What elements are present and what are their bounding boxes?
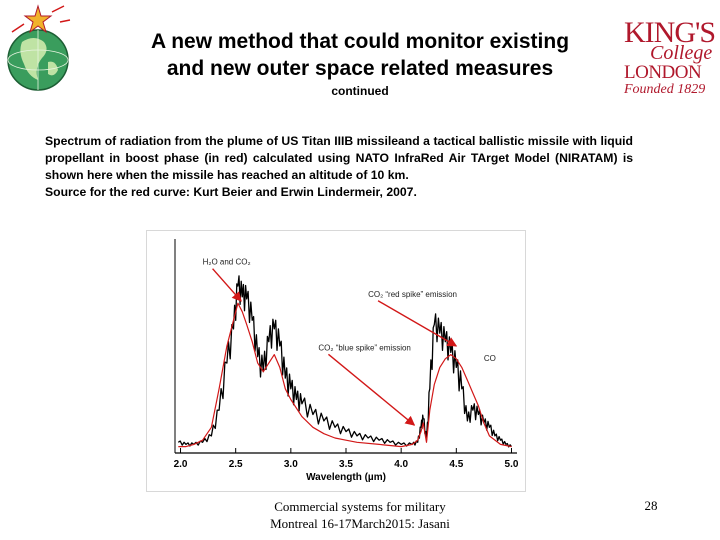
annotation-label: CO₂ “blue spike” emission: [318, 343, 410, 352]
annotation-arrow: [212, 268, 242, 302]
annotation-label: H₂O and CO₂: [203, 258, 251, 267]
footer-line-1: Commercial systems for military: [274, 499, 446, 514]
x-tick-label: 5.0: [505, 459, 519, 470]
x-tick-label: 2.0: [174, 459, 188, 470]
slide-subtitle: continued: [331, 84, 389, 98]
x-axis-label: Wavelength (µm): [306, 472, 386, 483]
spectrum-chart: 2.0 2.5 3.0 3.5 4.0 4.5 5.0 Wavelength (µm) H₂O …: [174, 239, 519, 483]
title-line-2: and new outer space related measures: [166, 57, 554, 80]
source-line: Source for the red curve: Kurt Beier and…: [45, 185, 417, 199]
kings-college-logo: KING'S College LONDON Founded 1829: [624, 16, 716, 100]
spectrum-chart-frame: 2.0 2.5 3.0 3.5 4.0 4.5 5.0 Wavelength (µm) H₂O …: [146, 230, 526, 492]
annotation-label: CO₂ “red spike” emission: [368, 290, 457, 299]
x-tick-label: 3.0: [284, 459, 298, 470]
logo-college: College: [650, 42, 713, 64]
slide-title: A new method that could monitor existing…: [90, 28, 630, 82]
logo-founded: Founded 1829: [624, 82, 706, 97]
annotation-arrow: [377, 300, 458, 347]
page-number: 28: [644, 498, 658, 513]
series-line-niratam: [178, 302, 512, 448]
globe-logo-icon: [7, 4, 71, 91]
footer-line-2: Montreal 16-17March2015: Jasani: [270, 516, 450, 531]
x-tick-label: 3.5: [339, 459, 353, 470]
annotation-label: CO: [484, 354, 496, 363]
slide-footer: Commercial systems for military Montreal…: [240, 498, 480, 532]
description-paragraph: Spectrum of radiation from the plume of …: [45, 134, 633, 182]
logo-kings: KING'S: [624, 16, 716, 49]
x-tick-label: 4.5: [449, 459, 463, 470]
slide-description: Spectrum of radiation from the plume of …: [45, 133, 633, 201]
annotation-arrow: [327, 353, 416, 426]
title-line-1: A new method that could monitor existing: [150, 30, 570, 53]
x-tick-label: 4.0: [394, 459, 408, 470]
x-tick-label: 2.5: [229, 459, 243, 470]
series-line-titan-iiib: [177, 275, 513, 448]
logo-london: LONDON: [624, 62, 702, 83]
